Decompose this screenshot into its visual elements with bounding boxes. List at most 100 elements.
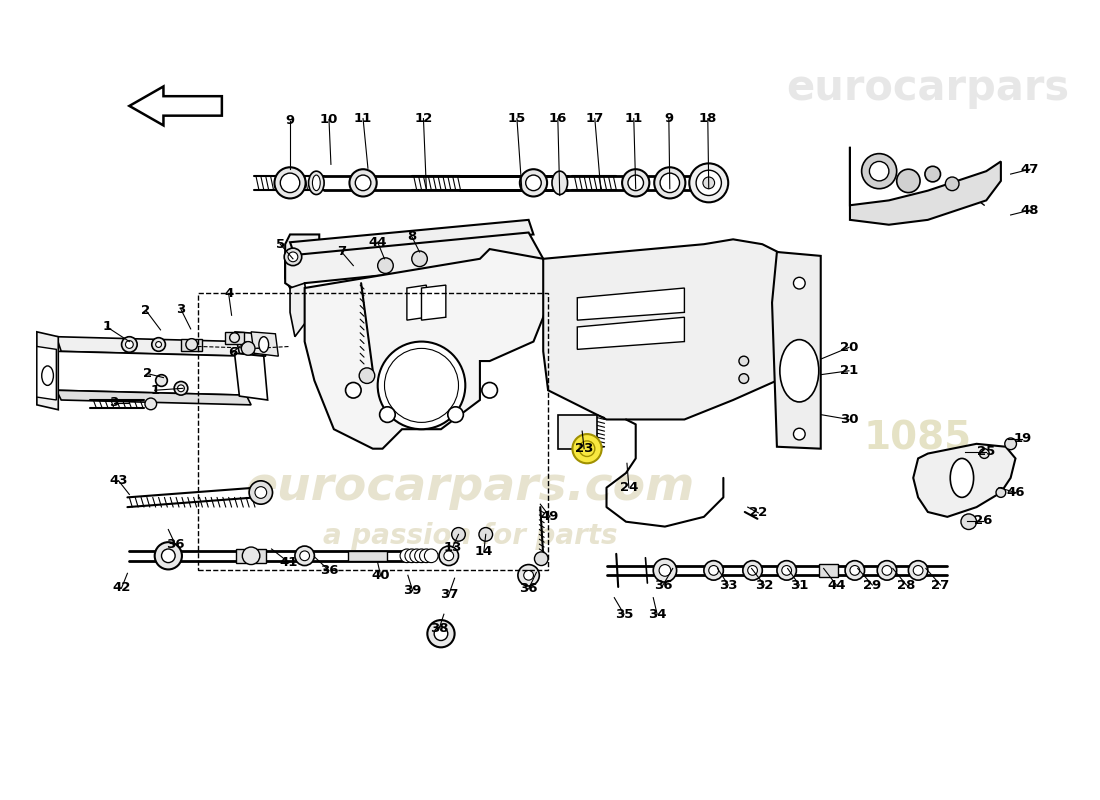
- Text: 11: 11: [625, 112, 642, 125]
- Text: 31: 31: [790, 578, 808, 591]
- Circle shape: [777, 561, 796, 580]
- Circle shape: [623, 170, 649, 197]
- Circle shape: [659, 565, 671, 576]
- Circle shape: [174, 382, 188, 395]
- Circle shape: [275, 167, 306, 198]
- Circle shape: [241, 342, 255, 355]
- Polygon shape: [578, 288, 684, 320]
- Circle shape: [125, 341, 133, 348]
- Circle shape: [255, 486, 266, 498]
- Polygon shape: [234, 332, 266, 356]
- Polygon shape: [56, 351, 246, 395]
- Text: 38: 38: [430, 622, 449, 635]
- Text: 10: 10: [320, 113, 338, 126]
- Text: 47: 47: [1021, 162, 1040, 176]
- Ellipse shape: [780, 340, 818, 402]
- Text: 1: 1: [102, 321, 111, 334]
- Ellipse shape: [308, 171, 324, 194]
- Circle shape: [660, 173, 680, 193]
- Circle shape: [280, 173, 300, 193]
- Text: 2: 2: [143, 367, 153, 380]
- Circle shape: [782, 566, 792, 575]
- Text: 1085: 1085: [864, 420, 972, 458]
- Text: 43: 43: [109, 474, 128, 487]
- Ellipse shape: [552, 171, 568, 194]
- Text: 36: 36: [320, 564, 338, 577]
- Ellipse shape: [950, 458, 974, 498]
- Circle shape: [425, 549, 438, 562]
- Circle shape: [793, 428, 805, 440]
- Text: 32: 32: [755, 578, 773, 591]
- Circle shape: [526, 175, 541, 190]
- Circle shape: [703, 177, 715, 189]
- Text: 46: 46: [1006, 486, 1025, 499]
- Text: 41: 41: [279, 556, 298, 569]
- Text: 23: 23: [575, 442, 593, 455]
- Text: 35: 35: [615, 608, 634, 621]
- Circle shape: [739, 356, 749, 366]
- Text: 42: 42: [112, 582, 131, 594]
- Polygon shape: [290, 220, 534, 256]
- Circle shape: [861, 154, 896, 189]
- Circle shape: [177, 385, 185, 392]
- Bar: [198, 293, 548, 570]
- Text: 36: 36: [519, 582, 538, 595]
- Text: 21: 21: [839, 364, 858, 378]
- Text: 2: 2: [142, 304, 151, 317]
- Circle shape: [419, 549, 433, 562]
- Polygon shape: [850, 147, 1001, 225]
- Polygon shape: [224, 332, 244, 343]
- Text: 40: 40: [372, 569, 389, 582]
- Circle shape: [704, 561, 724, 580]
- Circle shape: [580, 441, 595, 457]
- Text: 11: 11: [354, 112, 372, 125]
- Text: eurocarpars.com: eurocarpars.com: [245, 465, 695, 510]
- Text: 9: 9: [664, 112, 673, 125]
- Circle shape: [379, 407, 395, 422]
- Circle shape: [300, 551, 309, 561]
- Text: 26: 26: [975, 514, 992, 527]
- Circle shape: [524, 570, 534, 580]
- Circle shape: [739, 374, 749, 383]
- Circle shape: [427, 620, 454, 647]
- Text: 39: 39: [404, 584, 422, 598]
- Text: 48: 48: [1021, 204, 1040, 217]
- Circle shape: [925, 166, 940, 182]
- Ellipse shape: [42, 366, 54, 386]
- Circle shape: [377, 342, 465, 430]
- Polygon shape: [285, 234, 319, 288]
- Circle shape: [896, 170, 920, 193]
- Circle shape: [448, 407, 463, 422]
- Circle shape: [945, 177, 959, 190]
- Circle shape: [411, 251, 427, 266]
- Circle shape: [444, 551, 453, 561]
- Circle shape: [869, 162, 889, 181]
- Circle shape: [400, 549, 414, 562]
- Circle shape: [877, 561, 896, 580]
- Text: 49: 49: [541, 510, 559, 523]
- Circle shape: [385, 348, 459, 422]
- Text: eurocarpars: eurocarpars: [786, 67, 1069, 110]
- Circle shape: [961, 514, 977, 530]
- Text: 17: 17: [585, 112, 604, 125]
- Polygon shape: [56, 337, 246, 356]
- Circle shape: [478, 527, 493, 541]
- Polygon shape: [37, 346, 56, 400]
- Polygon shape: [130, 86, 222, 126]
- Polygon shape: [290, 283, 309, 337]
- Text: 3: 3: [109, 397, 119, 410]
- Text: 27: 27: [932, 578, 949, 591]
- Text: 16: 16: [549, 112, 566, 125]
- Circle shape: [405, 549, 419, 562]
- Circle shape: [845, 561, 865, 580]
- Polygon shape: [305, 249, 553, 449]
- Circle shape: [186, 338, 198, 350]
- Text: 36: 36: [653, 578, 672, 591]
- Circle shape: [518, 565, 539, 586]
- Circle shape: [482, 382, 497, 398]
- Text: 12: 12: [415, 112, 432, 125]
- Circle shape: [152, 338, 165, 351]
- Text: 36: 36: [166, 538, 185, 550]
- Circle shape: [410, 549, 424, 562]
- Circle shape: [913, 566, 923, 575]
